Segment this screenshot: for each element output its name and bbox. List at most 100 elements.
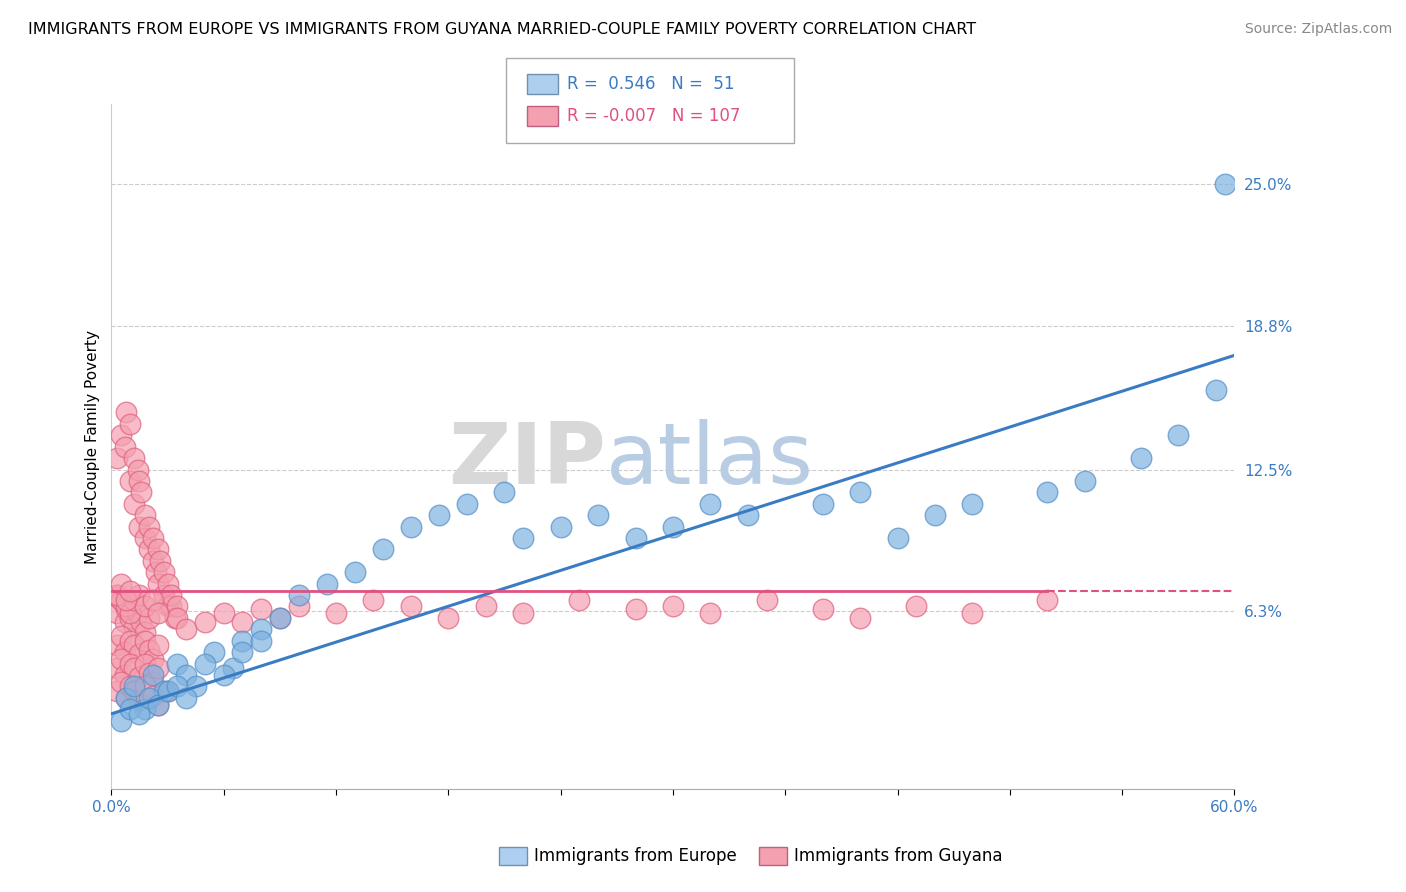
Point bbox=[160, 588, 183, 602]
Point bbox=[127, 462, 149, 476]
Point bbox=[134, 702, 156, 716]
Point bbox=[115, 599, 138, 614]
Point bbox=[128, 648, 150, 662]
Point bbox=[166, 657, 188, 671]
Point bbox=[1213, 177, 1236, 191]
Point bbox=[437, 611, 460, 625]
Point bbox=[149, 554, 172, 568]
Point bbox=[550, 519, 572, 533]
Point bbox=[122, 684, 145, 698]
Point bbox=[138, 643, 160, 657]
Point bbox=[105, 451, 128, 466]
Point bbox=[624, 531, 647, 545]
Text: IMMIGRANTS FROM EUROPE VS IMMIGRANTS FROM GUYANA MARRIED-COUPLE FAMILY POVERTY C: IMMIGRANTS FROM EUROPE VS IMMIGRANTS FRO… bbox=[28, 22, 976, 37]
Text: Source: ZipAtlas.com: Source: ZipAtlas.com bbox=[1244, 22, 1392, 37]
Point bbox=[128, 474, 150, 488]
Point bbox=[1205, 383, 1227, 397]
Point bbox=[962, 607, 984, 621]
Point bbox=[315, 576, 337, 591]
Point bbox=[110, 629, 132, 643]
Point bbox=[148, 698, 170, 712]
Point bbox=[134, 657, 156, 671]
Point bbox=[568, 592, 591, 607]
Point bbox=[287, 588, 309, 602]
Point bbox=[212, 607, 235, 621]
Point bbox=[905, 599, 928, 614]
Point bbox=[120, 607, 142, 621]
Point bbox=[120, 657, 142, 671]
Point bbox=[138, 665, 160, 680]
Point bbox=[212, 668, 235, 682]
Point bbox=[363, 592, 385, 607]
Text: R = -0.007   N = 107: R = -0.007 N = 107 bbox=[567, 107, 740, 125]
Point bbox=[153, 566, 176, 580]
Point bbox=[343, 566, 366, 580]
Point bbox=[115, 690, 138, 705]
Point bbox=[1167, 428, 1189, 442]
Point bbox=[148, 542, 170, 557]
Point bbox=[456, 497, 478, 511]
Point bbox=[142, 652, 165, 666]
Point bbox=[134, 624, 156, 639]
Point bbox=[849, 485, 872, 500]
Point bbox=[287, 599, 309, 614]
Point bbox=[231, 633, 253, 648]
Point bbox=[427, 508, 450, 523]
Point bbox=[1074, 474, 1097, 488]
Point bbox=[110, 592, 132, 607]
Point bbox=[755, 592, 778, 607]
Point bbox=[166, 599, 188, 614]
Point bbox=[138, 519, 160, 533]
Point bbox=[586, 508, 609, 523]
Point bbox=[142, 592, 165, 607]
Point bbox=[120, 583, 142, 598]
Point bbox=[105, 607, 128, 621]
Point bbox=[494, 485, 516, 500]
Point bbox=[269, 611, 291, 625]
Point bbox=[128, 519, 150, 533]
Point bbox=[105, 588, 128, 602]
Point bbox=[886, 531, 908, 545]
Point bbox=[924, 508, 946, 523]
Point bbox=[222, 661, 245, 675]
Point bbox=[120, 702, 142, 716]
Y-axis label: Married-Couple Family Poverty: Married-Couple Family Poverty bbox=[86, 330, 100, 564]
Text: Immigrants from Guyana: Immigrants from Guyana bbox=[794, 847, 1002, 865]
Point bbox=[115, 690, 138, 705]
Point bbox=[624, 601, 647, 615]
Point bbox=[142, 674, 165, 689]
Point bbox=[128, 588, 150, 602]
Point bbox=[849, 611, 872, 625]
Point bbox=[269, 611, 291, 625]
Point bbox=[474, 599, 496, 614]
Point bbox=[142, 668, 165, 682]
Point bbox=[134, 633, 156, 648]
Point bbox=[811, 601, 834, 615]
Point bbox=[156, 599, 179, 614]
Point bbox=[105, 661, 128, 675]
Point bbox=[110, 652, 132, 666]
Point bbox=[174, 623, 197, 637]
Text: Immigrants from Europe: Immigrants from Europe bbox=[534, 847, 737, 865]
Point bbox=[153, 588, 176, 602]
Point bbox=[153, 684, 176, 698]
Point bbox=[142, 554, 165, 568]
Point bbox=[156, 684, 179, 698]
Point bbox=[138, 611, 160, 625]
Text: atlas: atlas bbox=[606, 419, 814, 502]
Point bbox=[1036, 592, 1059, 607]
Point bbox=[114, 668, 136, 682]
Text: R =  0.546   N =  51: R = 0.546 N = 51 bbox=[567, 75, 734, 93]
Point bbox=[114, 645, 136, 659]
Point bbox=[231, 645, 253, 659]
Point bbox=[662, 519, 685, 533]
Point bbox=[399, 599, 422, 614]
Point bbox=[662, 599, 685, 614]
Point bbox=[134, 599, 156, 614]
Point bbox=[166, 611, 188, 625]
Point bbox=[1036, 485, 1059, 500]
Point bbox=[120, 417, 142, 431]
Point bbox=[115, 601, 138, 615]
Point bbox=[128, 670, 150, 684]
Point bbox=[128, 706, 150, 721]
